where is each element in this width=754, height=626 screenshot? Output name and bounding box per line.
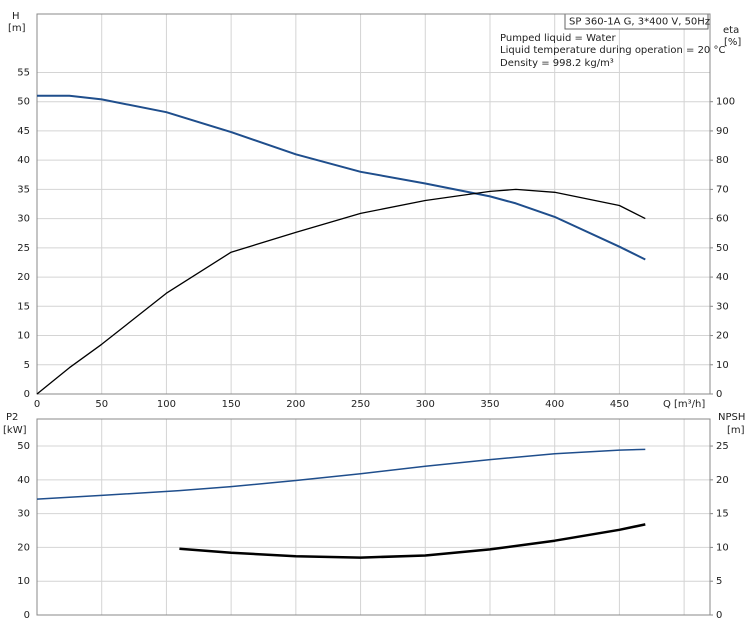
- y2-unit: [%]: [724, 37, 741, 48]
- x-tick-label: 300: [416, 399, 435, 410]
- y-label: H: [12, 11, 20, 22]
- x-tick-label: 50: [95, 399, 108, 410]
- y2-tick-label: 80: [716, 155, 729, 166]
- y2-tick-label: 20: [716, 331, 729, 342]
- annotation: Liquid temperature during operation = 20…: [500, 45, 725, 56]
- y2-tick-label: 90: [716, 126, 729, 137]
- y-tick-label: 20: [17, 272, 30, 283]
- y2-tick-label: 0: [716, 389, 722, 400]
- y2-label: NPSH: [718, 412, 745, 423]
- y2-tick-label: 10: [716, 542, 729, 553]
- x-tick-label: 250: [351, 399, 370, 410]
- curve-h: [37, 94, 646, 261]
- y-tick-label: 15: [17, 301, 30, 312]
- y2-tick-label: 50: [716, 243, 729, 254]
- x-tick-label: 0: [34, 399, 40, 410]
- y2-tick-label: 0: [716, 610, 722, 621]
- y-label: P2: [6, 412, 18, 423]
- y-unit: [m]: [8, 23, 26, 34]
- x-tick-label: 100: [157, 399, 176, 410]
- annotation: Pumped liquid = Water: [500, 33, 617, 44]
- y-tick-label: 40: [17, 475, 30, 486]
- curve-npsh: [179, 523, 646, 559]
- y2-label: eta: [723, 25, 739, 36]
- y2-tick-label: 20: [716, 475, 729, 486]
- y2-tick-label: 100: [716, 97, 735, 108]
- y-tick-label: 40: [17, 155, 30, 166]
- y-tick-label: 55: [17, 67, 30, 78]
- plot-frame: [36, 13, 711, 395]
- x-tick-label: 400: [545, 399, 564, 410]
- x-tick-label: 200: [286, 399, 305, 410]
- y-tick-label: 10: [17, 576, 30, 587]
- y2-unit: [m]: [727, 425, 745, 436]
- y-tick-label: 25: [17, 243, 30, 254]
- y-tick-label: 45: [17, 126, 30, 137]
- y-tick-label: 10: [17, 331, 30, 342]
- annotation: Density = 998.2 kg/m³: [500, 58, 614, 69]
- curve-eta: [36, 188, 646, 395]
- y2-tick-label: 40: [716, 272, 729, 283]
- y2-tick-label: 10: [716, 360, 729, 371]
- x-tick-label: 450: [610, 399, 629, 410]
- y-unit: [kW]: [3, 425, 27, 436]
- y-tick-label: 0: [24, 610, 30, 621]
- plot-frame: [36, 418, 711, 616]
- y-tick-label: 50: [17, 441, 30, 452]
- y2-tick-label: 70: [716, 184, 729, 195]
- y-tick-label: 20: [17, 542, 30, 553]
- y-tick-label: 50: [17, 97, 30, 108]
- y-tick-label: 30: [17, 214, 30, 225]
- y2-tick-label: 30: [716, 301, 729, 312]
- chart-title: SP 360-1A G, 3*400 V, 50Hz: [569, 17, 710, 28]
- x-tick-label: Q [m³/h]: [663, 399, 705, 410]
- y2-tick-label: 5: [716, 576, 722, 587]
- y2-tick-label: 60: [716, 214, 729, 225]
- x-tick-label: 350: [480, 399, 499, 410]
- x-tick-label: 150: [222, 399, 241, 410]
- y-tick-label: 0: [24, 389, 30, 400]
- y-tick-label: 30: [17, 509, 30, 520]
- curve-p2: [36, 448, 646, 500]
- y-tick-label: 35: [17, 184, 30, 195]
- y2-tick-label: 25: [716, 441, 729, 452]
- y-tick-label: 5: [24, 360, 30, 371]
- y2-tick-label: 15: [716, 509, 729, 520]
